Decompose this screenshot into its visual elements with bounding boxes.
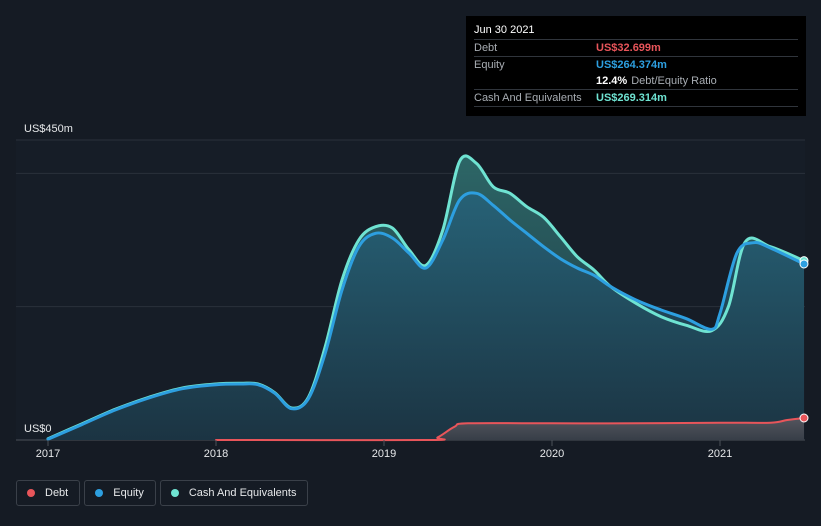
tooltip-equity-row: Equity US$264.374m bbox=[474, 56, 798, 73]
y-axis-bottom-label: US$0 bbox=[24, 423, 52, 435]
equity-area bbox=[48, 192, 804, 440]
legend-equity-label: Equity bbox=[113, 487, 144, 499]
debt-legend-dot-icon bbox=[27, 489, 35, 497]
tooltip-equity-label: Equity bbox=[474, 59, 505, 71]
x-axis-ticks: 2017 2018 2019 2020 2021 bbox=[36, 440, 732, 460]
x-tick-label: 2019 bbox=[372, 448, 396, 460]
tooltip-ratio-row: 12.4% Debt/Equity Ratio bbox=[474, 73, 798, 89]
equity-legend-dot-icon bbox=[95, 489, 104, 497]
legend-item-debt[interactable]: Debt bbox=[16, 480, 81, 506]
end-markers bbox=[799, 256, 809, 423]
x-tick-label: 2018 bbox=[204, 448, 228, 460]
data-tooltip: Jun 30 2021 Debt US$32.699m Equity US$26… bbox=[466, 16, 806, 116]
tooltip-ratio-label: Debt/Equity Ratio bbox=[631, 75, 717, 87]
tooltip-equity-value: US$264.374m bbox=[596, 59, 667, 71]
legend-debt-label: Debt bbox=[45, 487, 69, 499]
equity-end-marker bbox=[799, 259, 809, 269]
tooltip-debt-row: Debt US$32.699m bbox=[474, 39, 798, 56]
debt-end-marker bbox=[799, 413, 809, 423]
legend-item-equity[interactable]: Equity bbox=[84, 480, 156, 506]
chart-legend: Debt Equity Cash And Equivalents bbox=[16, 480, 309, 506]
tooltip-date: Jun 30 2021 bbox=[474, 24, 535, 36]
x-tick-label: 2020 bbox=[540, 448, 564, 460]
tooltip-cash-value: US$269.314m bbox=[596, 92, 667, 104]
tooltip-debt-label: Debt bbox=[474, 42, 498, 54]
x-tick-label: 2017 bbox=[36, 448, 60, 460]
series-lines bbox=[46, 154, 806, 442]
debt-line bbox=[215, 417, 805, 442]
y-axis-top-label: US$450m bbox=[24, 123, 73, 135]
tooltip-debt-value: US$32.699m bbox=[596, 42, 661, 54]
legend-cash-label: Cash And Equivalents bbox=[188, 487, 297, 499]
x-tick-label: 2021 bbox=[708, 448, 732, 460]
tooltip-cash-row: Cash And Equivalents US$269.314m bbox=[474, 89, 798, 107]
tooltip-cash-label: Cash And Equivalents bbox=[474, 92, 582, 104]
legend-item-cash[interactable]: Cash And Equivalents bbox=[159, 480, 309, 506]
tooltip-ratio-value: 12.4% bbox=[596, 75, 628, 87]
equity-line bbox=[46, 191, 806, 441]
cash-legend-dot-icon bbox=[170, 489, 179, 497]
